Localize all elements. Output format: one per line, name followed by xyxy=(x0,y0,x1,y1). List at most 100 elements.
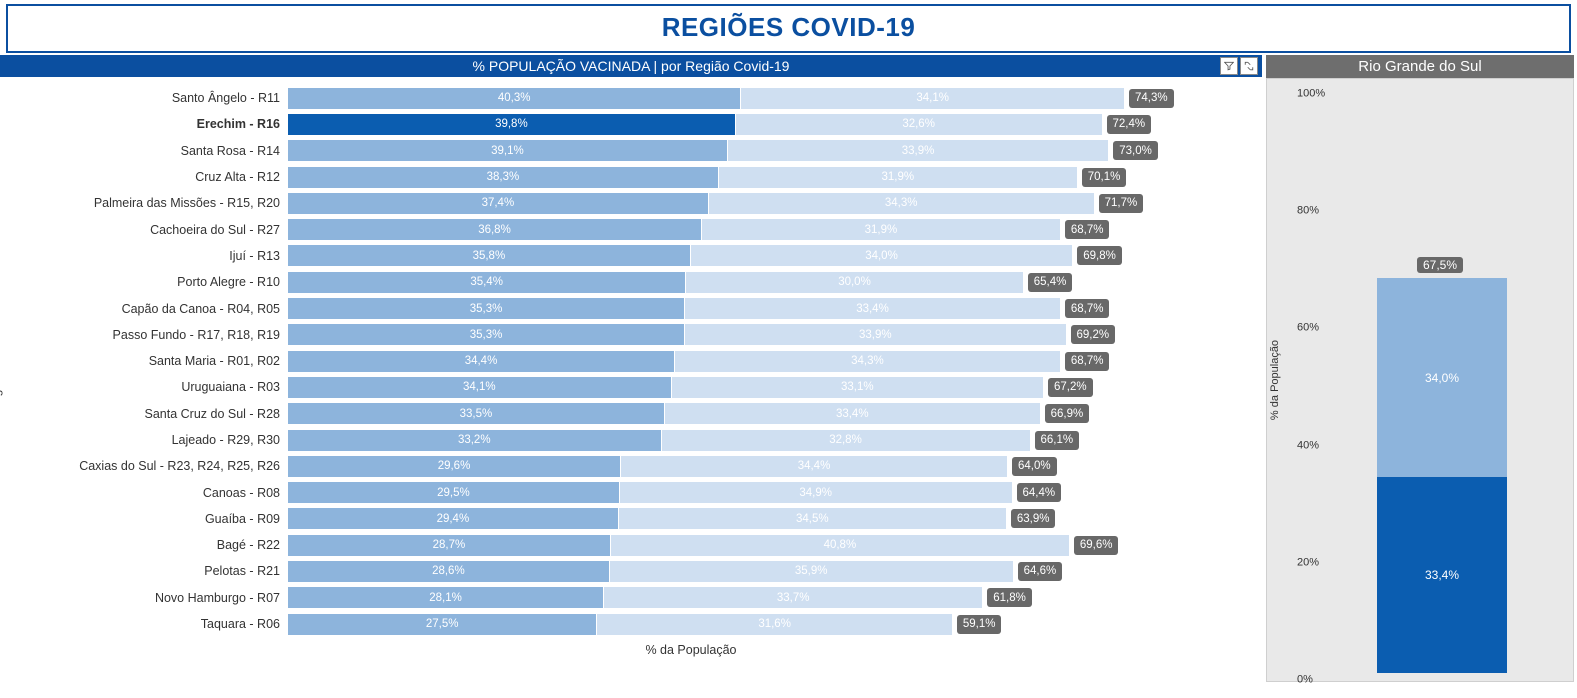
table-row[interactable]: Santo Ângelo - R1140,3%34,1%74,3% xyxy=(34,85,1192,111)
bar-segment-2: 31,6% xyxy=(597,614,953,635)
right-y-axis-title: % da População xyxy=(1269,340,1281,420)
bar-segment-2-label: 32,8% xyxy=(829,434,862,446)
bar-segment-1-label: 33,2% xyxy=(458,434,491,446)
bar-segment-1: 40,3% xyxy=(288,88,741,109)
left-y-axis-title: Região Covid-19 xyxy=(0,322,3,411)
bars-body: Santo Ângelo - R1140,3%34,1%74,3%Erechim… xyxy=(0,85,1262,637)
table-row[interactable]: Uruguaiana - R0334,1%33,1%67,2% xyxy=(34,374,1192,400)
row-label: Erechim - R16 xyxy=(34,117,288,131)
row-label: Bagé - R22 xyxy=(34,538,288,552)
table-row[interactable]: Santa Rosa - R1439,1%33,9%73,0% xyxy=(34,138,1192,164)
bar-track: 29,4% 34,5% 63,9% xyxy=(288,508,1192,529)
table-row[interactable]: Ijuí - R1335,8%34,0%69,8% xyxy=(34,243,1192,269)
bar-track: 29,5%34,9%64,4% xyxy=(288,482,1192,503)
bar-segment-2: 31,9% xyxy=(719,167,1078,188)
table-row[interactable]: Cruz Alta - R1238,3%31,9%70,1% xyxy=(34,164,1192,190)
right-stacked-bar: 34,0%33,4% xyxy=(1377,278,1507,673)
table-row[interactable]: Pelotas - R2128,6%35,9%64,6% xyxy=(34,558,1192,584)
row-label: Palmeira das Missões - R15, R20 xyxy=(34,196,288,210)
bar-total-tag: 71,7% xyxy=(1099,194,1144,213)
row-label: Novo Hamburgo - R07 xyxy=(34,591,288,605)
right-bar-segment-2: 34,0% xyxy=(1377,278,1507,477)
table-row[interactable]: Passo Fundo - R17, R18, R1935,3%33,9%69,… xyxy=(34,322,1192,348)
bar-total-tag: 72,4% xyxy=(1107,115,1152,134)
bar-track: 35,4%30,0%65,4% xyxy=(288,272,1192,293)
bar-track: 29,6%34,4%64,0% xyxy=(288,456,1192,477)
bar-segment-2: 32,6% xyxy=(736,114,1103,135)
bar-track: 40,3% 34,1% 74,3% xyxy=(288,88,1192,109)
bar-segment-2-label: 34,4% xyxy=(798,460,831,472)
row-label: Lajeado - R29, R30 xyxy=(34,433,288,447)
bar-segment-2: 34,3% xyxy=(709,193,1095,214)
row-label: Santa Cruz do Sul - R28 xyxy=(34,407,288,421)
bar-segment-2: 35,9% xyxy=(610,561,1014,582)
bar-segment-1-label: 29,6% xyxy=(438,460,471,472)
bar-segment-1: 33,5% xyxy=(288,403,665,424)
bar-segment-1: 33,2% xyxy=(288,430,662,451)
bar-segment-2-label: 33,7% xyxy=(777,592,810,604)
bar-segment-2-label: 32,6% xyxy=(902,118,935,130)
bar-segment-1: 39,8% xyxy=(288,114,736,135)
bar-segment-2-label: 34,3% xyxy=(885,197,918,209)
table-row[interactable]: Santa Maria - R01, R0234,4%34,3%68,7% xyxy=(34,348,1192,374)
table-row[interactable]: Guaíba - R0929,4%34,5%63,9% xyxy=(34,506,1192,532)
right-bar-segment-1: 33,4% xyxy=(1377,477,1507,673)
bar-segment-1: 28,1% xyxy=(288,587,604,608)
row-label: Ijuí - R13 xyxy=(34,249,288,263)
table-row[interactable]: Palmeira das Missões - R15, R20 37,4% 34,3… xyxy=(34,190,1192,216)
bar-segment-2-label: 33,9% xyxy=(859,329,892,341)
table-row[interactable]: Canoas - R0829,5%34,9%64,4% xyxy=(34,479,1192,505)
bar-segment-2: 34,4% xyxy=(621,456,1008,477)
bar-segment-1: 35,3% xyxy=(288,324,685,345)
bar-segment-2: 34,9% xyxy=(620,482,1013,503)
table-row[interactable]: Capão da Canoa - R04, R0535,3%33,4%68,7% xyxy=(34,295,1192,321)
table-row[interactable]: Santa Cruz do Sul - R2833,5%33,4%66,9% xyxy=(34,401,1192,427)
bar-segment-1: 35,4% xyxy=(288,272,686,293)
table-row[interactable]: Bagé - R2228,7%40,8%69,6% xyxy=(34,532,1192,558)
bar-segment-1-label: 34,4% xyxy=(465,355,498,367)
bar-total-tag: 66,9% xyxy=(1045,404,1090,423)
bar-segment-2-label: 34,0% xyxy=(865,250,898,262)
row-label: Pelotas - R21 xyxy=(34,564,288,578)
table-row[interactable]: Taquara - R0627,5%31,6%59,1% xyxy=(34,611,1192,637)
table-row[interactable]: Porto Alegre - R1035,4%30,0%65,4% xyxy=(34,269,1192,295)
bar-total-tag: 59,1% xyxy=(957,615,1002,634)
filter-icon[interactable] xyxy=(1220,57,1238,75)
bar-total-tag: 68,7% xyxy=(1065,352,1110,371)
bar-track: 33,2%32,8%66,1% xyxy=(288,430,1192,451)
right-tick-label: 40% xyxy=(1297,439,1319,450)
row-label: Caxias do Sul - R23, R24, R25, R26 xyxy=(34,459,288,473)
bar-total-tag: 63,9% xyxy=(1011,509,1056,528)
focus-mode-icon[interactable] xyxy=(1240,57,1258,75)
left-chart-area: Região Covid-19 Santo Ângelo - R1140,3%3… xyxy=(0,77,1262,657)
bar-segment-1: 34,1% xyxy=(288,377,672,398)
bar-segment-1-label: 37,4% xyxy=(482,197,515,209)
bar-track: 28,1%33,7%61,8% xyxy=(288,587,1192,608)
bar-segment-2: 33,7% xyxy=(604,587,983,608)
bar-segment-2-label: 33,1% xyxy=(841,381,874,393)
bar-segment-2-label: 31,9% xyxy=(865,224,898,236)
table-row[interactable]: Caxias do Sul - R23, R24, R25, R26 29,6% 3… xyxy=(34,453,1192,479)
left-chart-header-text: % POPULAÇÃO VACINADA | por Região Covid-… xyxy=(473,58,790,74)
bar-track: 34,1%33,1%67,2% xyxy=(288,377,1192,398)
bar-segment-1: 35,8% xyxy=(288,245,691,266)
bar-segment-1-label: 35,4% xyxy=(470,276,503,288)
bar-segment-2-label: 34,5% xyxy=(796,513,829,525)
table-row[interactable]: Lajeado - R29, R3033,2%32,8%66,1% xyxy=(34,427,1192,453)
bar-segment-1-label: 28,6% xyxy=(432,565,465,577)
header-icons xyxy=(1220,57,1258,75)
table-row[interactable]: Novo Hamburgo - R0728,1%33,7%61,8% xyxy=(34,585,1192,611)
bar-track: 39,1%33,9%73,0% xyxy=(288,140,1192,161)
bar-segment-1: 28,7% xyxy=(288,535,611,556)
bar-segment-1: 29,6% xyxy=(288,456,621,477)
table-row[interactable]: Erechim - R1639,8% 32,6% 72,4% xyxy=(34,111,1192,137)
bar-segment-1: 34,4% xyxy=(288,351,675,372)
bar-segment-2: 31,9% xyxy=(702,219,1061,240)
bar-segment-1-label: 28,7% xyxy=(433,539,466,551)
bar-segment-2-label: 34,1% xyxy=(916,92,949,104)
table-row[interactable]: Cachoeira do Sul - R2736,8%31,9%68,7% xyxy=(34,216,1192,242)
bar-segment-2-label: 31,9% xyxy=(882,171,915,183)
bar-total-tag: 74,3% xyxy=(1129,89,1174,108)
bar-track: 28,6%35,9%64,6% xyxy=(288,561,1192,582)
bar-segment-1: 29,4% xyxy=(288,508,619,529)
